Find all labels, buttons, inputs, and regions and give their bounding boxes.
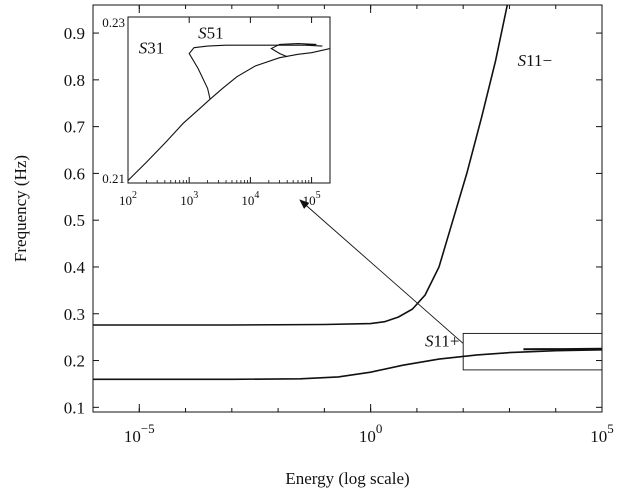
inset-x-tick-label: 104	[241, 190, 259, 208]
annotation-s11: S11+	[425, 332, 459, 351]
inset-y-tick-label: 0.23	[102, 15, 125, 30]
inset-annotation-s31: S31	[139, 39, 165, 58]
series-line-s11	[93, 349, 602, 381]
zoom-arrow	[299, 199, 464, 344]
inset-annotation-s51: S51	[198, 24, 224, 43]
y-tick-label: 0.8	[64, 71, 85, 90]
series-line-s31	[523, 347, 602, 351]
y-tick-label: 0.5	[64, 211, 85, 230]
inset-series-line-s51	[270, 43, 317, 58]
x-tick-label: 10−5	[124, 421, 155, 446]
inset-series	[128, 43, 330, 181]
inset-x-tick-label: 102	[119, 190, 137, 208]
y-tick-label: 0.9	[64, 24, 85, 43]
y-tick-label: 0.4	[64, 258, 86, 277]
y-tick-label: 0.6	[64, 164, 85, 183]
annotation-s11: S11−	[518, 51, 552, 70]
x-tick-label: 105	[590, 421, 614, 446]
inset-series-line-s31	[188, 44, 323, 100]
main-series	[93, 5, 602, 381]
y-axis-label: Frequency (Hz)	[11, 155, 30, 262]
x-axis-label: Energy (log scale)	[285, 469, 409, 488]
inset-chart: 102 103 104 105 0.21 0.23 S51 S31	[102, 15, 331, 208]
inset-x-tick-label: 105	[303, 190, 321, 208]
inset-x-tick-label: 103	[180, 190, 198, 208]
inset-y-tick-label: 0.21	[102, 171, 125, 186]
inset-series-line-s11	[128, 47, 330, 181]
series-line-s11	[93, 5, 509, 326]
y-tick-label: 0.2	[64, 352, 85, 371]
main-chart: 0.1 0.2 0.3 0.4 0.5 0.6 0.7 0.8 0.9 10−5 100 105 Ene…	[11, 4, 614, 488]
x-tick-label: 100	[359, 421, 383, 446]
main-plot-frame	[92, 4, 603, 413]
y-tick-label: 0.3	[64, 305, 85, 324]
y-tick-label: 0.7	[64, 118, 86, 137]
zoom-box	[462, 332, 603, 371]
y-tick-label: 0.1	[64, 398, 85, 417]
